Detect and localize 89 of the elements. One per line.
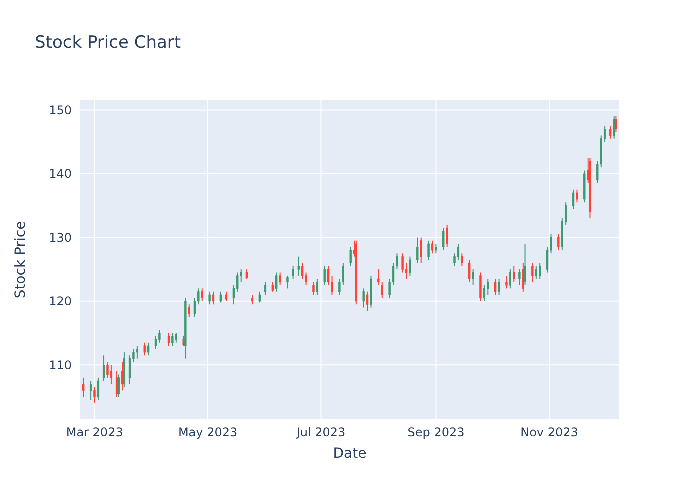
candlestick — [524, 244, 526, 286]
candlestick — [279, 272, 282, 286]
x-tick-label: Nov 2023 — [520, 426, 578, 440]
candlestick — [110, 364, 113, 385]
candlestick — [350, 246, 352, 267]
y-axis-title: Stock Price — [12, 221, 29, 299]
candlestick — [610, 126, 612, 140]
y-tick-label: 150 — [49, 103, 72, 118]
candlestick — [102, 355, 106, 382]
candlestick — [258, 291, 261, 304]
x-tick-label: Jul 2023 — [296, 426, 346, 440]
candlestick — [506, 275, 508, 290]
candlestick — [576, 189, 578, 204]
candlestick — [182, 336, 185, 347]
candlestick — [316, 278, 319, 296]
candlestick — [106, 361, 109, 378]
candlestick — [532, 262, 534, 283]
candlestick — [175, 332, 178, 344]
candlestick — [446, 224, 448, 248]
candlestick — [513, 266, 516, 283]
candlestick — [168, 332, 170, 347]
candlestick — [292, 266, 294, 280]
candlestick — [518, 269, 521, 286]
candlestick — [362, 288, 365, 308]
candlestick — [442, 228, 445, 251]
candlestick — [122, 361, 124, 392]
candlestick — [468, 260, 471, 283]
candlestick — [272, 282, 274, 292]
candlestick — [558, 234, 560, 251]
candlestick — [480, 272, 482, 302]
candlestick — [378, 269, 380, 286]
x-tick-label: Mar 2023 — [66, 426, 124, 440]
candlestick — [136, 346, 139, 360]
candlestick — [286, 275, 289, 290]
candlestick — [381, 282, 384, 299]
x-axis-title: Date — [333, 446, 367, 462]
candlestick — [615, 116, 618, 134]
candlestick — [572, 189, 575, 210]
candlestick — [457, 244, 460, 260]
candlestick — [97, 377, 100, 401]
candlestick — [487, 278, 490, 296]
candlestick — [431, 240, 434, 254]
candlestick — [158, 330, 161, 344]
candlestick — [472, 269, 474, 286]
candlestick — [128, 355, 132, 385]
candlestick — [613, 116, 616, 140]
x-tick-label: May 2023 — [178, 426, 238, 440]
candlestick — [498, 278, 500, 296]
candlestick — [188, 304, 190, 318]
candlestick — [94, 386, 96, 404]
candlestick — [366, 291, 369, 312]
candlestick — [302, 262, 304, 280]
x-tick-label: Sep 2023 — [408, 426, 465, 440]
candlestick — [409, 256, 412, 276]
candlestick — [154, 336, 158, 350]
candlestick — [212, 291, 215, 306]
candlestick — [312, 282, 315, 296]
candlestick — [172, 332, 174, 347]
candlestick — [539, 262, 542, 280]
candlestick — [298, 256, 300, 276]
candlestick — [264, 282, 267, 296]
candlestick — [220, 291, 222, 304]
candlestick — [461, 253, 464, 267]
candlestick — [201, 288, 204, 302]
candlestick — [82, 377, 85, 398]
candlestick — [90, 380, 92, 401]
candlestick — [416, 237, 419, 264]
candlestick — [428, 240, 430, 260]
candlestick — [118, 374, 120, 398]
candlestick — [147, 342, 150, 356]
candlestick — [420, 237, 422, 264]
candlestick — [276, 272, 278, 292]
candlestick — [509, 269, 512, 290]
candlestick — [225, 291, 228, 302]
y-tick-label: 130 — [49, 230, 72, 245]
candlestick — [208, 291, 211, 306]
candlestick — [246, 269, 248, 280]
candlestick — [535, 266, 538, 280]
y-tick-label: 140 — [49, 167, 72, 182]
y-tick-label: 120 — [49, 294, 72, 309]
candlestick — [483, 285, 486, 302]
candlestick — [402, 253, 404, 274]
candlestick — [494, 278, 497, 296]
candlestick — [251, 294, 254, 306]
candlestick — [435, 244, 438, 254]
candlestick — [324, 266, 326, 286]
chart-title: Stock Price Chart — [35, 33, 182, 53]
candlestick — [144, 342, 146, 356]
y-tick-label: 110 — [49, 358, 72, 372]
